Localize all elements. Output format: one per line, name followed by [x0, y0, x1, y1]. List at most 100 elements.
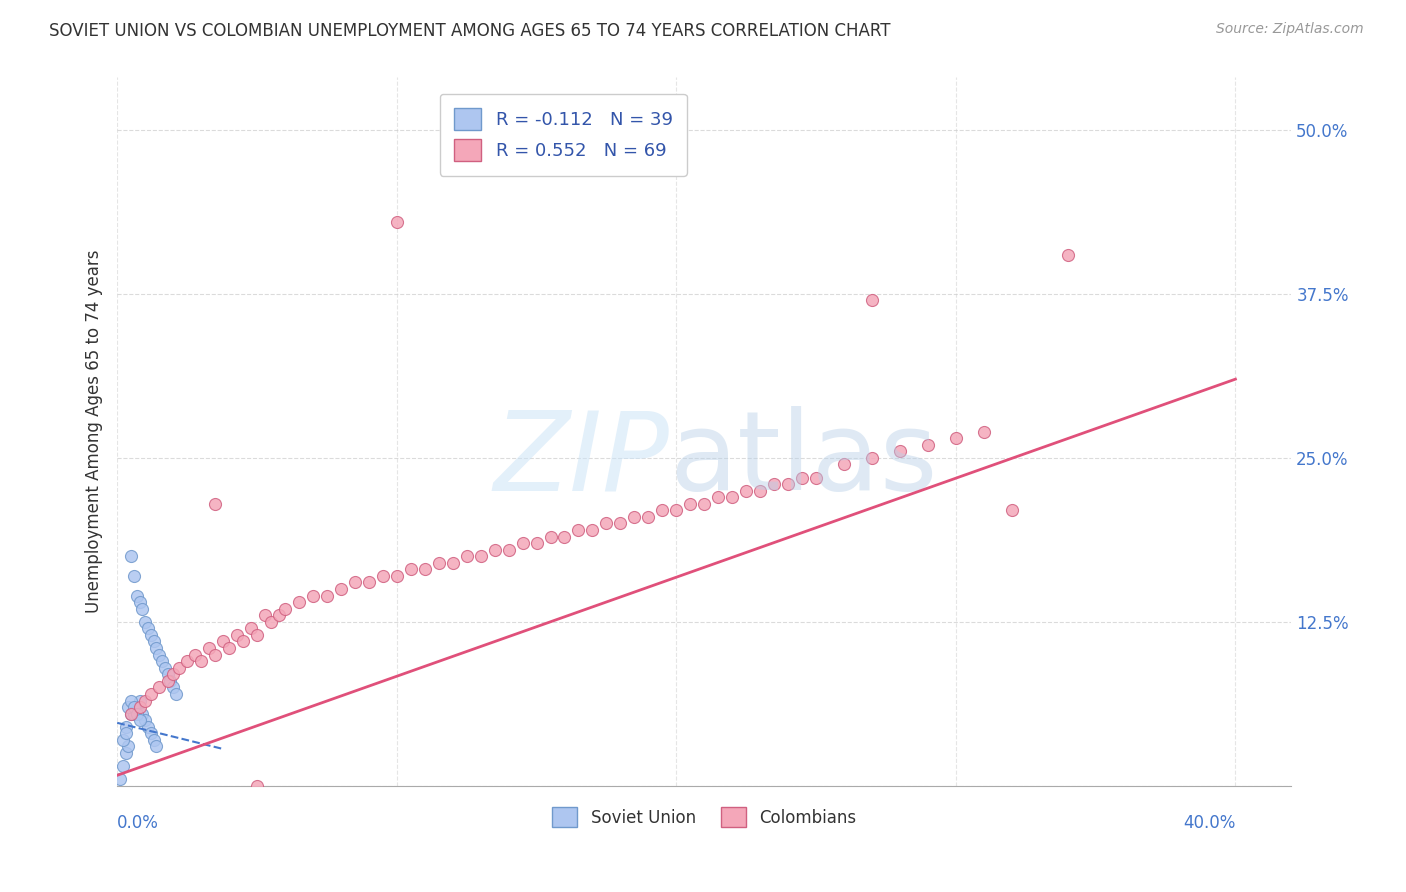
Point: [595, 516, 617, 531]
Point: [136, 621, 159, 635]
Point: [114, 720, 136, 734]
Point: [153, 661, 176, 675]
Point: [651, 503, 673, 517]
Point: [385, 569, 408, 583]
Y-axis label: Unemployment Among Ages 65 to 74 years: Unemployment Among Ages 65 to 74 years: [86, 250, 103, 614]
Text: ZIP: ZIP: [494, 407, 669, 514]
Point: [122, 569, 145, 583]
Text: 40.0%: 40.0%: [1182, 814, 1236, 832]
Point: [260, 615, 283, 629]
Point: [120, 693, 142, 707]
Point: [148, 681, 170, 695]
Point: [917, 438, 939, 452]
Point: [302, 589, 325, 603]
Point: [167, 661, 190, 675]
Point: [860, 293, 883, 308]
Point: [749, 483, 772, 498]
Point: [399, 562, 422, 576]
Point: [131, 706, 153, 721]
Point: [371, 569, 394, 583]
Text: atlas: atlas: [669, 407, 938, 514]
Point: [246, 779, 269, 793]
Point: [427, 556, 450, 570]
Point: [142, 634, 165, 648]
Point: [581, 523, 603, 537]
Point: [226, 628, 249, 642]
Point: [778, 477, 800, 491]
Point: [288, 595, 311, 609]
Point: [145, 641, 167, 656]
Text: 0.0%: 0.0%: [117, 814, 159, 832]
Point: [540, 530, 562, 544]
Point: [111, 759, 134, 773]
Point: [441, 556, 464, 570]
Point: [889, 444, 911, 458]
Point: [804, 470, 827, 484]
Point: [142, 732, 165, 747]
Point: [526, 536, 548, 550]
Point: [973, 425, 995, 439]
Point: [139, 628, 162, 642]
Point: [117, 739, 139, 754]
Point: [128, 713, 150, 727]
Point: [162, 681, 184, 695]
Point: [790, 470, 813, 484]
Point: [832, 458, 855, 472]
Point: [343, 575, 366, 590]
Point: [512, 536, 534, 550]
Point: [120, 549, 142, 564]
Point: [139, 687, 162, 701]
Point: [218, 641, 240, 656]
Point: [707, 490, 730, 504]
Point: [274, 601, 297, 615]
Point: [623, 509, 645, 524]
Point: [134, 693, 156, 707]
Text: Source: ZipAtlas.com: Source: ZipAtlas.com: [1216, 22, 1364, 37]
Point: [125, 589, 148, 603]
Point: [111, 732, 134, 747]
Text: SOVIET UNION VS COLOMBIAN UNEMPLOYMENT AMONG AGES 65 TO 74 YEARS CORRELATION CHA: SOVIET UNION VS COLOMBIAN UNEMPLOYMENT A…: [49, 22, 891, 40]
Point: [693, 497, 716, 511]
Point: [156, 667, 179, 681]
Point: [246, 628, 269, 642]
Point: [665, 503, 688, 517]
Point: [721, 490, 744, 504]
Point: [148, 648, 170, 662]
Point: [637, 509, 659, 524]
Point: [139, 726, 162, 740]
Point: [553, 530, 575, 544]
Point: [125, 706, 148, 721]
Point: [470, 549, 492, 564]
Point: [150, 654, 173, 668]
Point: [131, 601, 153, 615]
Point: [125, 700, 148, 714]
Point: [329, 582, 352, 596]
Point: [413, 562, 436, 576]
Point: [120, 706, 142, 721]
Point: [114, 726, 136, 740]
Point: [1001, 503, 1024, 517]
Point: [120, 706, 142, 721]
Point: [114, 746, 136, 760]
Point: [128, 700, 150, 714]
Point: [945, 431, 967, 445]
Point: [162, 667, 184, 681]
Point: [315, 589, 337, 603]
Point: [1056, 247, 1078, 261]
Point: [117, 700, 139, 714]
Point: [122, 700, 145, 714]
Point: [128, 693, 150, 707]
Point: [212, 634, 235, 648]
Point: [456, 549, 478, 564]
Point: [484, 542, 506, 557]
Point: [357, 575, 380, 590]
Point: [122, 706, 145, 721]
Point: [254, 608, 277, 623]
Point: [198, 641, 221, 656]
Point: [567, 523, 589, 537]
Point: [136, 720, 159, 734]
Point: [134, 713, 156, 727]
Point: [204, 648, 226, 662]
Point: [498, 542, 520, 557]
Point: [763, 477, 786, 491]
